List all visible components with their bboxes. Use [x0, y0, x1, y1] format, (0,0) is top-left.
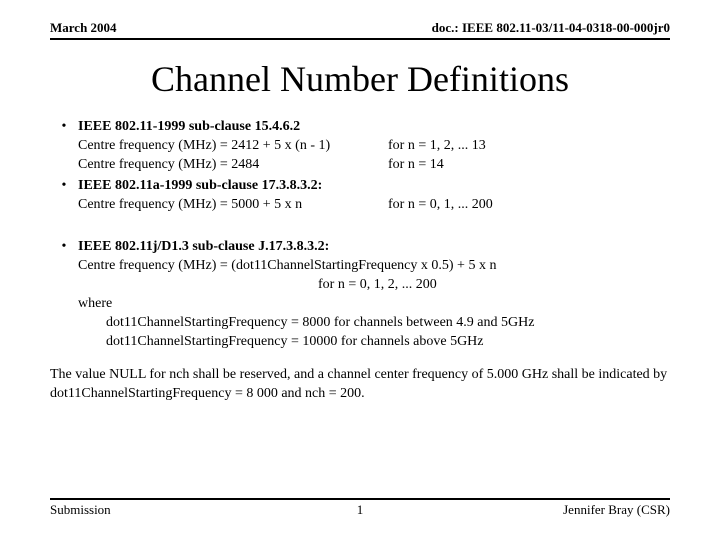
bullet-2-heading: IEEE 802.11a-1999 sub-clause 17.3.8.3.2: [78, 177, 670, 196]
header-docref: doc.: IEEE 802.11-03/11-04-0318-00-000jr… [432, 20, 670, 36]
bullet-2-line1-left: Centre frequency (MHz) = 5000 + 5 x n [78, 196, 388, 215]
bullet-marker: • [50, 118, 78, 175]
bullet-3-heading: IEEE 802.11j/D1.3 sub-clause J.17.3.8.3.… [78, 238, 670, 257]
bullet-2-line1-right: for n = 0, 1, ... 200 [388, 196, 670, 215]
bullet-1-heading: IEEE 802.11-1999 sub-clause 15.4.6.2 [78, 118, 670, 137]
closing-paragraph: The value NULL for nch shall be reserved… [50, 366, 670, 404]
bullet-marker: • [50, 238, 78, 351]
bullet-3-line1: Centre frequency (MHz) = (dot11ChannelSt… [78, 257, 670, 276]
bullet-1-line1-right: for n = 1, 2, ... 13 [388, 137, 670, 156]
footer-left: Submission [50, 502, 111, 518]
header-date: March 2004 [50, 20, 117, 36]
bullet-3-where1: dot11ChannelStartingFrequency = 8000 for… [78, 314, 670, 333]
bullet-1-line1-left: Centre frequency (MHz) = 2412 + 5 x (n -… [78, 137, 388, 156]
footer-right: Jennifer Bray (CSR) [563, 502, 670, 518]
page-title: Channel Number Definitions [50, 58, 670, 100]
bullet-1-line2-left: Centre frequency (MHz) = 2484 [78, 156, 388, 175]
bullet-3: • IEEE 802.11j/D1.3 sub-clause J.17.3.8.… [50, 238, 670, 351]
header: March 2004 doc.: IEEE 802.11-03/11-04-03… [50, 20, 670, 40]
bullet-3-where: where [78, 295, 670, 314]
content-body: • IEEE 802.11-1999 sub-clause 15.4.6.2 C… [50, 118, 670, 404]
bullet-marker: • [50, 177, 78, 215]
bullet-2: • IEEE 802.11a-1999 sub-clause 17.3.8.3.… [50, 177, 670, 215]
bullet-1-line2-right: for n = 14 [388, 156, 670, 175]
bullet-1: • IEEE 802.11-1999 sub-clause 15.4.6.2 C… [50, 118, 670, 175]
footer: 1 Submission Jennifer Bray (CSR) [50, 498, 670, 518]
bullet-3-line1-for: for n = 0, 1, 2, ... 200 [78, 276, 670, 295]
bullet-3-where2: dot11ChannelStartingFrequency = 10000 fo… [78, 333, 670, 352]
